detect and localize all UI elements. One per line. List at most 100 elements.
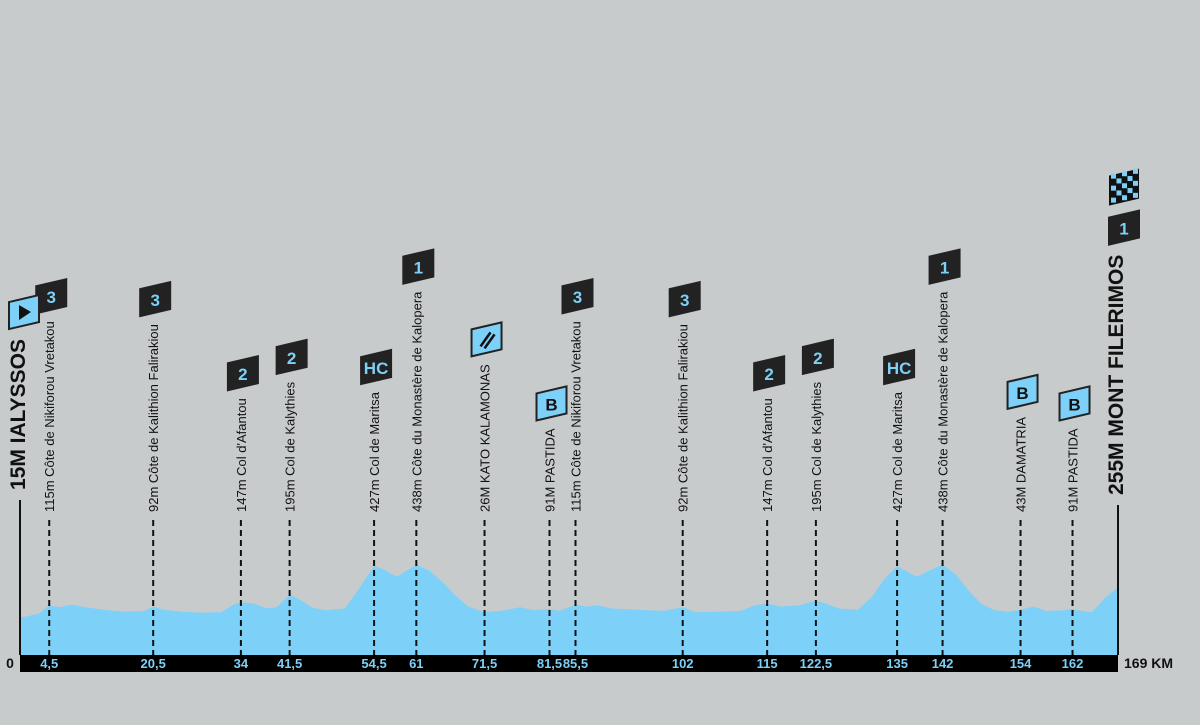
marker-label: 92m Côte de Kalithion Falirakiou xyxy=(146,324,161,512)
marker-label: 255M MONT FILERIMOS xyxy=(1105,255,1128,495)
marker-label: 427m Col de Maritsa xyxy=(890,391,905,512)
axis-tick-label: 20,5 xyxy=(141,656,166,671)
axis-tick-label: 4,5 xyxy=(40,656,58,671)
route-marker: 115m Côte de Nikiforou Vretakou 3 xyxy=(35,277,68,655)
icon-box xyxy=(1058,385,1091,422)
icon-badge-text: B xyxy=(545,395,557,414)
icon-badge-text: B xyxy=(1016,384,1028,403)
checker-square xyxy=(1116,178,1122,184)
climb-category-icon: 1 xyxy=(402,248,435,285)
climb-category-icon: 1 xyxy=(928,248,961,285)
checkered-flag-icon xyxy=(1109,168,1139,206)
climb-category-icon: HC xyxy=(883,348,916,386)
icon-badge-text: B xyxy=(1068,395,1080,414)
marker-label: 91M PASTIDA xyxy=(543,428,558,512)
marker-label: 438m Côte du Monastère de Kalopera xyxy=(936,291,951,512)
distance-axis-bar xyxy=(20,655,1118,672)
route-marker: 147m Col d'Afantou 2 xyxy=(753,354,786,655)
icon-box xyxy=(801,338,834,376)
finish-marker: 255M MONT FILERIMOS 1 xyxy=(1105,168,1140,655)
sprint-bonus-icon: B xyxy=(535,385,568,422)
icon-badge-text: HC xyxy=(364,359,389,378)
marker-label: 438m Côte du Monastère de Kalopera xyxy=(409,291,424,512)
marker-label: 115m Côte de Nikiforou Vretakou xyxy=(42,321,57,512)
checker-square xyxy=(1122,171,1127,177)
route-marker: 115m Côte de Nikiforou Vretakou 3 xyxy=(561,277,594,655)
icon-badge-text: 3 xyxy=(47,288,56,307)
icon-box xyxy=(360,348,393,386)
start-flag-icon xyxy=(8,293,40,331)
route-marker: 195m Col de Kalythies 2 xyxy=(275,338,308,655)
icon-box xyxy=(928,248,961,285)
icon-badge-text: 1 xyxy=(940,259,949,278)
route-marker: 92m Côte de Kalithion Falirakiou 3 xyxy=(668,280,701,655)
route-marker: 91M PASTIDA B xyxy=(1058,385,1091,655)
checker-square xyxy=(1127,176,1133,182)
route-marker: 91M PASTIDA B xyxy=(535,385,568,655)
icon-badge-text: HC xyxy=(887,359,912,378)
route-marker: 26M KATO KALAMONAS xyxy=(470,321,503,655)
climb-category-icon: 2 xyxy=(801,338,834,376)
icon-badge-text: 2 xyxy=(238,365,247,384)
axis-tick-label: 102 xyxy=(672,656,694,671)
axis-tick-label: 122,5 xyxy=(800,656,833,671)
icon-badge-text: 3 xyxy=(680,291,689,310)
sprint-bonus-icon: B xyxy=(1006,373,1039,411)
axis-start-label: 0 xyxy=(6,655,14,671)
icon-box xyxy=(561,277,594,315)
icon-box xyxy=(139,280,172,318)
fork-knife-glyph xyxy=(479,331,496,350)
checker-square xyxy=(1111,185,1116,191)
axis-tick-label: 85,5 xyxy=(563,656,588,671)
route-marker: 92m Côte de Kalithion Falirakiou 3 xyxy=(139,280,172,655)
icon-badge-text: 3 xyxy=(150,291,159,310)
axis-tick-label: 61 xyxy=(409,656,423,671)
icon-badge-text: 2 xyxy=(813,349,822,368)
route-marker: 438m Côte du Monastère de Kalopera 1 xyxy=(402,248,435,655)
icon-badge-text: 2 xyxy=(764,365,773,384)
axis-tick-label: 81,5 xyxy=(537,656,562,671)
elevation-profile-area xyxy=(20,564,1118,655)
icon-box xyxy=(226,354,259,392)
icon-box xyxy=(1006,373,1039,411)
axis-tick-label: 41,5 xyxy=(277,656,302,671)
start-marker: 15M IALYSSOS xyxy=(7,293,40,655)
route-marker: 43M DAMATRIA B xyxy=(1006,373,1039,655)
axis-tick-label: 162 xyxy=(1062,656,1084,671)
climb-category-icon: 2 xyxy=(226,354,259,392)
marker-label: 147m Col d'Afantou xyxy=(234,398,249,512)
icon-badge-text: 2 xyxy=(287,349,296,368)
checker-square xyxy=(1116,190,1122,196)
axis-tick-label: 135 xyxy=(886,656,908,671)
marker-label: 91M PASTIDA xyxy=(1066,428,1081,512)
icon-badge-text: 1 xyxy=(414,259,423,278)
icon-box xyxy=(402,248,435,285)
axis-end-label: 169 KM xyxy=(1124,655,1173,671)
marker-label: 92m Côte de Kalithion Falirakiou xyxy=(676,324,691,512)
icon-box xyxy=(275,338,308,376)
axis-tick-label: 34 xyxy=(234,656,249,671)
axis-tick-label: 71,5 xyxy=(472,656,497,671)
play-triangle-glyph xyxy=(19,305,31,321)
checker-square xyxy=(1111,197,1116,203)
climb-category-icon: 3 xyxy=(139,280,172,318)
climb-category-icon: 1 xyxy=(1108,209,1140,246)
icon-badge-text: 1 xyxy=(1119,220,1128,239)
icon-box xyxy=(535,385,568,422)
climb-category-icon: HC xyxy=(360,348,393,386)
axis-tick-label: 154 xyxy=(1010,656,1032,671)
route-marker: 427m Col de Maritsa HC xyxy=(360,348,393,655)
marker-label: 115m Côte de Nikiforou Vretakou xyxy=(568,321,583,512)
icon-box xyxy=(883,348,916,386)
route-marker: 147m Col d'Afantou 2 xyxy=(226,354,259,655)
marker-label: 26M KATO KALAMONAS xyxy=(478,364,493,512)
marker-label: 195m Col de Kalythies xyxy=(283,381,298,512)
icon-box xyxy=(668,280,701,318)
climb-category-icon: 2 xyxy=(753,354,786,392)
checker-square xyxy=(1133,192,1138,198)
marker-label: 427m Col de Maritsa xyxy=(367,391,382,512)
icon-box xyxy=(1108,209,1140,246)
climb-category-icon: 3 xyxy=(668,280,701,318)
marker-label: 43M DAMATRIA xyxy=(1014,417,1029,512)
checker-square xyxy=(1122,195,1127,201)
